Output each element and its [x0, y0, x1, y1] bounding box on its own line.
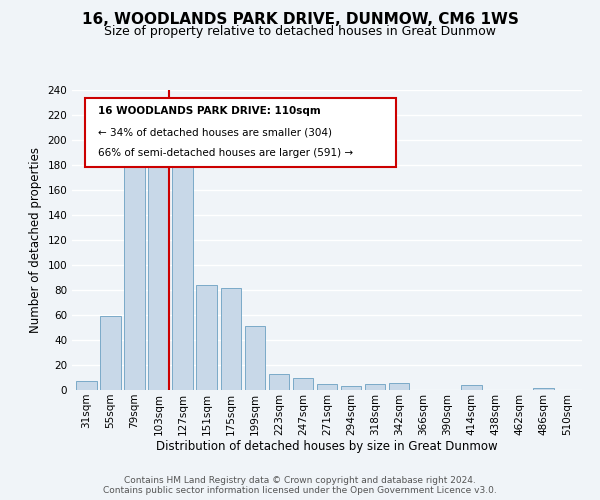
Text: 16 WOODLANDS PARK DRIVE: 110sqm: 16 WOODLANDS PARK DRIVE: 110sqm: [97, 106, 320, 117]
Bar: [269, 374, 289, 390]
Bar: [221, 288, 241, 390]
X-axis label: Distribution of detached houses by size in Great Dunmow: Distribution of detached houses by size …: [156, 440, 498, 454]
Text: Contains public sector information licensed under the Open Government Licence v3: Contains public sector information licen…: [103, 486, 497, 495]
Bar: [76, 381, 97, 390]
Bar: [172, 149, 193, 390]
Text: Contains HM Land Registry data © Crown copyright and database right 2024.: Contains HM Land Registry data © Crown c…: [124, 476, 476, 485]
Bar: [365, 384, 385, 390]
Bar: [245, 326, 265, 390]
Bar: [124, 138, 145, 390]
Bar: [461, 385, 482, 390]
Bar: [317, 384, 337, 390]
Bar: [533, 388, 554, 390]
Bar: [148, 158, 169, 390]
Text: 66% of semi-detached houses are larger (591) →: 66% of semi-detached houses are larger (…: [97, 148, 353, 158]
Text: ← 34% of detached houses are smaller (304): ← 34% of detached houses are smaller (30…: [97, 127, 331, 137]
Bar: [293, 378, 313, 390]
Text: 16, WOODLANDS PARK DRIVE, DUNMOW, CM6 1WS: 16, WOODLANDS PARK DRIVE, DUNMOW, CM6 1W…: [82, 12, 518, 28]
Bar: [341, 386, 361, 390]
Bar: [196, 285, 217, 390]
Bar: [389, 382, 409, 390]
FancyBboxPatch shape: [85, 98, 396, 166]
Text: Size of property relative to detached houses in Great Dunmow: Size of property relative to detached ho…: [104, 25, 496, 38]
Y-axis label: Number of detached properties: Number of detached properties: [29, 147, 42, 333]
Bar: [100, 316, 121, 390]
